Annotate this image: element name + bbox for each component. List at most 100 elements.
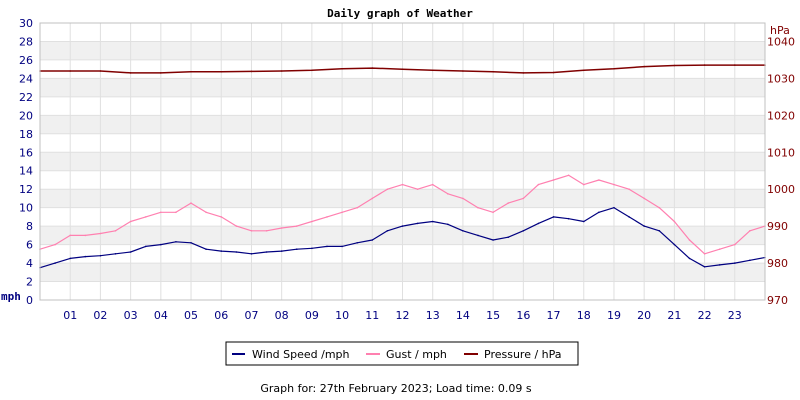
x-tick-label: 06 (214, 309, 228, 322)
pressure-point (673, 64, 676, 67)
gust-point (144, 216, 147, 218)
x-tick-label: 05 (184, 309, 198, 322)
pressure-point (220, 71, 223, 73)
pressure-point (643, 65, 645, 68)
gust-point (99, 232, 102, 235)
gust-point (734, 243, 736, 246)
gust-point (54, 243, 56, 246)
gust-point (658, 206, 661, 209)
left-tick-label: 14 (19, 165, 33, 178)
gust-point (431, 183, 434, 186)
left-tick-label: 0 (26, 294, 33, 307)
x-tick-label: 22 (698, 309, 712, 322)
chart-title: Daily graph of Weather (327, 7, 473, 20)
wind-speed-point (401, 225, 404, 227)
pressure-point (401, 68, 404, 70)
left-tick-label: 10 (19, 202, 33, 215)
right-axis-unit-label: hPa (770, 24, 790, 37)
x-tick-label: 10 (335, 309, 349, 322)
pressure-point (341, 68, 343, 70)
wind-speed-point (160, 243, 162, 246)
wind-speed-point (69, 257, 71, 260)
x-tick-label: 16 (516, 309, 530, 322)
right-tick-label: 1030 (767, 72, 795, 85)
footer-status: Graph for: 27th February 2023; Load time… (260, 382, 532, 395)
plot-frame (39, 22, 766, 301)
gust-point (567, 174, 570, 177)
wind-speed-point (190, 242, 192, 244)
pressure-point (160, 72, 162, 74)
right-tick-label: 1040 (767, 35, 795, 48)
wind-speed-point (734, 262, 736, 264)
gust-point (416, 188, 419, 190)
gust-point (84, 234, 87, 237)
wind-speed-point (658, 230, 661, 232)
wind-speed-point (492, 239, 494, 241)
left-tick-label: 2 (26, 276, 33, 289)
gust-point (552, 179, 555, 181)
wind-speed-point (749, 259, 751, 262)
wind-speed-point (341, 245, 343, 248)
gust-point (583, 183, 585, 186)
pressure-point (703, 64, 706, 66)
wind-speed-point (144, 245, 147, 248)
pressure-point (311, 69, 313, 72)
wind-speed-point (477, 234, 479, 237)
pressure-point (492, 71, 494, 73)
wind-speed-point (356, 242, 359, 244)
right-tick-label: 970 (767, 294, 788, 307)
wind-speed-point (235, 251, 238, 253)
gust-point (326, 216, 328, 218)
gust-point (190, 202, 192, 204)
right-tick-label: 1010 (767, 146, 795, 159)
wind-speed-point (613, 206, 615, 209)
wind-speed-point (583, 220, 585, 223)
x-tick-label: 19 (607, 309, 621, 322)
x-tick-label: 08 (275, 309, 289, 322)
gust-point (522, 197, 525, 200)
wind-speed-point (718, 264, 721, 266)
gust-point (749, 230, 751, 232)
wind-speed-point (99, 254, 102, 257)
plot-grid (40, 22, 765, 301)
wind-speed-point (84, 255, 87, 258)
gust-point (280, 227, 283, 229)
pressure-point (280, 70, 283, 72)
x-tick-label: 03 (124, 309, 138, 322)
pressure-point (613, 68, 615, 70)
left-tick-label: 30 (19, 17, 33, 30)
pressure-point (431, 69, 434, 72)
left-tick-label: 6 (26, 239, 33, 252)
gust-point (613, 183, 615, 186)
wind-speed-point (250, 253, 253, 255)
left-axis-unit-label: mph (1, 290, 21, 303)
gust-point (265, 230, 268, 232)
gust-point (175, 211, 177, 214)
x-tick-label: 14 (456, 309, 470, 322)
wind-speed-point (265, 251, 268, 253)
x-tick-label: 13 (426, 309, 440, 322)
gust-point (447, 193, 449, 195)
gust-point (205, 211, 207, 214)
legend: Wind Speed /mph Gust / mph Pressure / hP… (225, 341, 579, 366)
pressure-point (69, 70, 71, 72)
x-tick-label: 18 (577, 309, 591, 322)
gust-point (371, 197, 374, 200)
wind-speed-point (296, 248, 298, 250)
legend-label-pressure: Pressure / hPa (484, 348, 562, 361)
left-tick-label: 8 (26, 220, 33, 233)
wind-speed-point (628, 216, 630, 218)
gust-point (673, 220, 676, 223)
wind-speed-point (54, 262, 56, 264)
x-tick-label: 21 (667, 309, 681, 322)
gust-point (220, 216, 223, 218)
left-tick-label: 4 (26, 257, 33, 270)
pressure-point (371, 67, 374, 69)
gust-point (462, 197, 464, 200)
wind-speed-point (129, 251, 132, 253)
gust-point (718, 248, 721, 250)
wind-speed-point (220, 250, 223, 252)
gust-point (703, 253, 706, 255)
series-layer (39, 64, 766, 269)
